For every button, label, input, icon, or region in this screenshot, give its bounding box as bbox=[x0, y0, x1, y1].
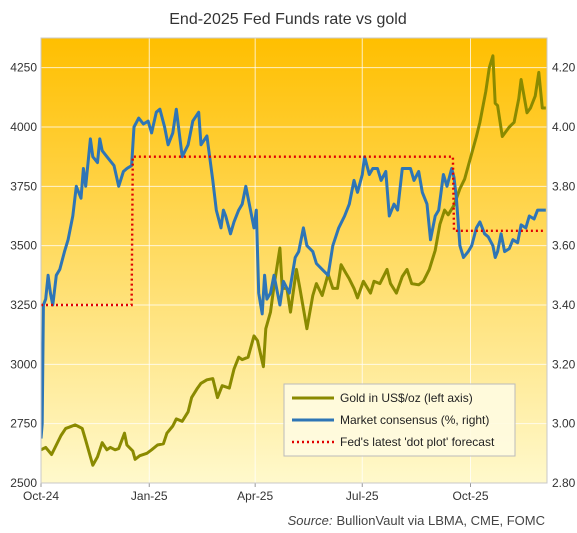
x-axis-ticks: Oct-24 Jan-25 Apr-25 Jul-25 Oct-25 bbox=[23, 483, 489, 503]
left-axis-tick-label: 3500 bbox=[10, 239, 37, 253]
right-axis-tick-label: 3.20 bbox=[552, 357, 576, 371]
chart-title: End-2025 Fed Funds rate vs gold bbox=[169, 11, 406, 28]
left-axis-tick-label: 2750 bbox=[10, 417, 37, 431]
left-axis-tick-label: 3750 bbox=[10, 179, 37, 193]
left-axis-tick-label: 4000 bbox=[10, 120, 37, 134]
x-axis-tick-label: Oct-24 bbox=[23, 489, 59, 503]
source-prefix: Source: bbox=[288, 513, 333, 528]
legend-label-dot-plot: Fed's latest 'dot plot' forecast bbox=[340, 435, 495, 449]
left-axis-tick-label: 4250 bbox=[10, 61, 37, 75]
right-axis-tick-label: 3.40 bbox=[552, 298, 576, 312]
source-text: BullionVault via LBMA, CME, FOMC bbox=[336, 513, 545, 528]
source-note: Source: BullionVault via LBMA, CME, FOMC bbox=[288, 513, 545, 528]
x-axis-tick-label: Apr-25 bbox=[237, 489, 273, 503]
right-axis-tick-label: 4.00 bbox=[552, 120, 576, 134]
right-axis-tick-label: 3.00 bbox=[552, 417, 576, 431]
right-axis-ticks: 2.80 3.00 3.20 3.40 3.60 3.80 4.00 4.20 bbox=[552, 61, 576, 490]
gold-series-line bbox=[41, 54, 546, 467]
left-axis-tick-label: 2500 bbox=[10, 476, 37, 490]
fed-dot-plot-series-line bbox=[41, 155, 546, 307]
left-axis-tick-label: 3000 bbox=[10, 357, 37, 371]
right-axis-tick-label: 3.60 bbox=[552, 239, 576, 253]
x-axis-tick-label: Jan-25 bbox=[131, 489, 168, 503]
x-axis-tick-label: Oct-25 bbox=[453, 489, 489, 503]
legend: Gold in US$/oz (left axis) Market consen… bbox=[283, 383, 516, 457]
legend-label-consensus: Market consensus (%, right) bbox=[340, 413, 489, 427]
right-axis-tick-label: 2.80 bbox=[552, 476, 576, 490]
x-axis-tick-label: Jul-25 bbox=[346, 489, 379, 503]
market-consensus-series-line bbox=[41, 107, 546, 439]
left-axis-ticks: 2500 2750 3000 3250 3500 3750 4000 4250 bbox=[10, 61, 37, 490]
right-axis-tick-label: 4.20 bbox=[552, 61, 576, 75]
right-axis-tick-label: 3.80 bbox=[552, 179, 576, 193]
legend-label-gold: Gold in US$/oz (left axis) bbox=[340, 391, 473, 405]
plot-frame bbox=[40, 37, 548, 484]
left-axis-tick-label: 3250 bbox=[10, 298, 37, 312]
